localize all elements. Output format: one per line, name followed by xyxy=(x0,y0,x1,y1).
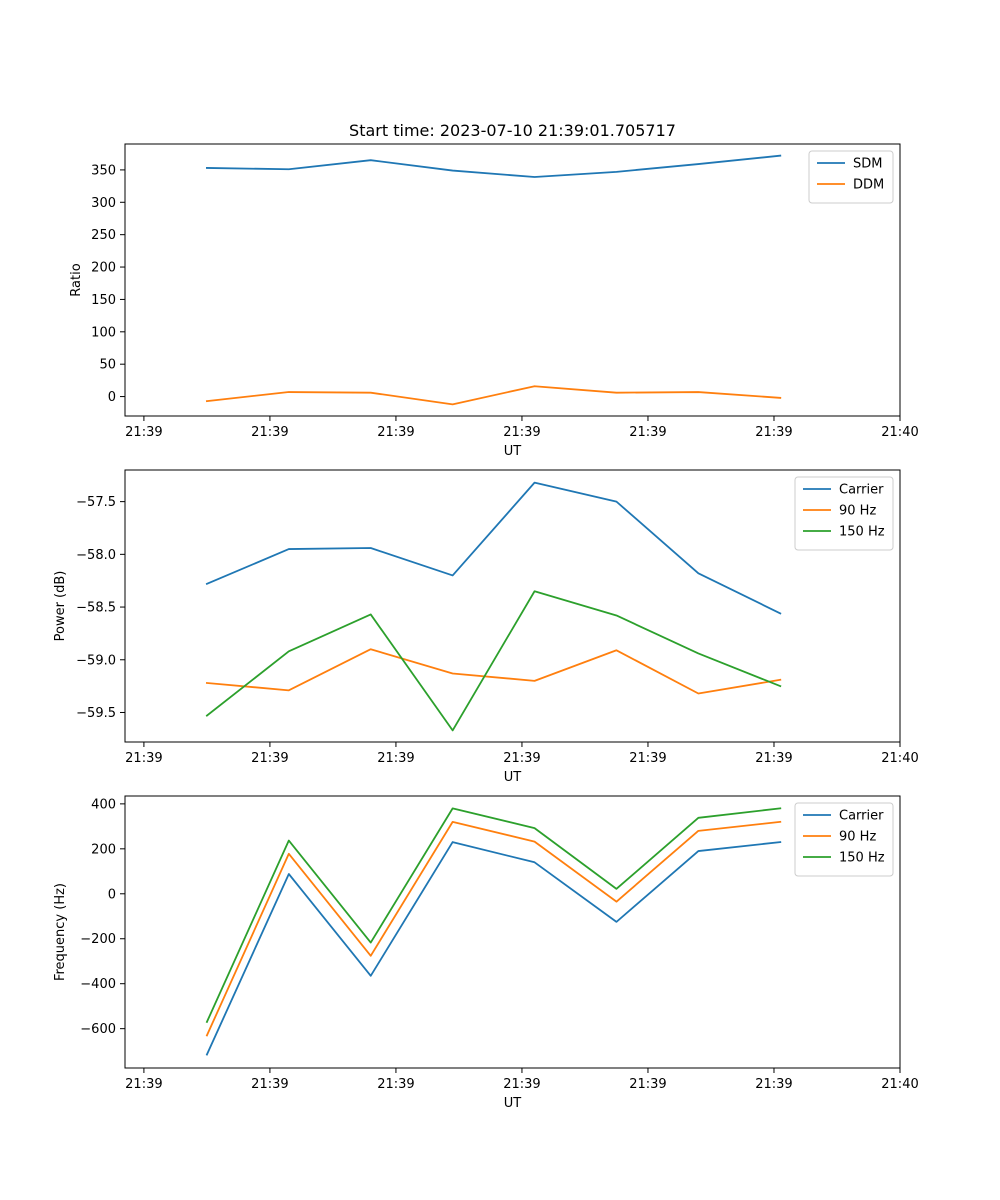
frequency-series-150-hz-line xyxy=(205,807,782,1024)
ratio-x-tick-label: 21:39 xyxy=(503,425,540,440)
frequency-legend-label-150-hz: 150 Hz xyxy=(839,851,885,866)
power-legend-label-90-hz: 90 Hz xyxy=(839,504,876,519)
ratio-y-tick-label: 350 xyxy=(91,163,116,178)
frequency-panel: 21:39 21:39 21:39 21:39 21:39 21:39 21:40 −600 −… xyxy=(53,795,919,1111)
frequency-x-tick-label: 21:39 xyxy=(251,1077,288,1092)
frequency-y-tick-label: 0 xyxy=(108,887,116,902)
ratio-x-tick-label: 21:39 xyxy=(629,425,666,440)
frequency-series-90-hz-line xyxy=(205,820,782,1037)
ratio-x-tick-label: 21:40 xyxy=(881,425,918,440)
power-y-tick-label: −59.0 xyxy=(76,653,116,668)
frequency-legend: Carrier 90 Hz 150 Hz xyxy=(794,802,894,877)
ratio-y-tick-label: 150 xyxy=(91,293,116,308)
frequency-axes-frame xyxy=(124,795,901,1069)
frequency-y-tick-label: −600 xyxy=(80,1022,116,1037)
power-y-axis-label: Power (dB) xyxy=(53,571,68,642)
power-series-90-hz-line xyxy=(205,648,782,695)
frequency-y-tick-label: −400 xyxy=(80,977,116,992)
frequency-y-axis-label: Frequency (Hz) xyxy=(53,883,68,981)
frequency-legend-label-90-hz: 90 Hz xyxy=(839,830,876,845)
power-x-tick-label: 21:39 xyxy=(125,751,162,766)
ratio-x-tick-label: 21:39 xyxy=(125,425,162,440)
ratio-legend-label-ddm: DDM xyxy=(853,178,884,193)
ratio-legend-frame xyxy=(808,150,894,204)
power-y-tick-label: −58.0 xyxy=(76,548,116,563)
frequency-y-tick-label: 400 xyxy=(91,797,116,812)
ratio-x-tick-label: 21:39 xyxy=(251,425,288,440)
ratio-x-axis-label: UT xyxy=(504,444,522,459)
power-panel: 21:39 21:39 21:39 21:39 21:39 21:39 21:40 −59.5… xyxy=(53,469,919,785)
ratio-y-tick-label: 50 xyxy=(99,358,116,373)
power-axes-frame xyxy=(124,469,901,743)
power-series-carrier-line xyxy=(205,481,782,615)
power-x-tick-label: 21:40 xyxy=(881,751,918,766)
ratio-x-tick-label: 21:39 xyxy=(377,425,414,440)
ratio-y-tick-label: 0 xyxy=(108,390,116,405)
frequency-legend-label-carrier: Carrier xyxy=(839,809,884,824)
power-legend: Carrier 90 Hz 150 Hz xyxy=(794,476,894,551)
power-legend-label-carrier: Carrier xyxy=(839,483,884,498)
power-x-tick-label: 21:39 xyxy=(755,751,792,766)
frequency-x-tick-label: 21:40 xyxy=(881,1077,918,1092)
power-legend-label-150-hz: 150 Hz xyxy=(839,525,885,540)
ratio-series-sdm-line xyxy=(205,154,782,178)
frequency-x-tick-label: 21:39 xyxy=(755,1077,792,1092)
frequency-y-tick-label: 200 xyxy=(91,842,116,857)
frequency-x-tick-label: 21:39 xyxy=(629,1077,666,1092)
frequency-x-tick-label: 21:39 xyxy=(377,1077,414,1092)
power-y-tick-label: −57.5 xyxy=(76,495,116,510)
ratio-legend-label-sdm: SDM xyxy=(853,157,882,172)
frequency-x-axis-label: UT xyxy=(504,1096,522,1111)
power-y-tick-label: −58.5 xyxy=(76,601,116,616)
frequency-x-tick-label: 21:39 xyxy=(125,1077,162,1092)
ratio-y-tick-label: 300 xyxy=(91,196,116,211)
ratio-series-ddm-line xyxy=(205,385,782,406)
power-x-tick-label: 21:39 xyxy=(251,751,288,766)
ratio-y-tick-label: 200 xyxy=(91,261,116,276)
power-y-tick-label: −59.5 xyxy=(76,706,116,721)
power-x-axis-label: UT xyxy=(504,770,522,785)
ratio-panel: 21:39 21:39 21:39 21:39 21:39 21:39 21:40 0 50 10… xyxy=(69,121,919,459)
frequency-y-tick-label: −200 xyxy=(80,932,116,947)
ratio-y-tick-label: 250 xyxy=(91,228,116,243)
frequency-series-carrier-line xyxy=(205,841,782,1056)
power-x-tick-label: 21:39 xyxy=(377,751,414,766)
ratio-y-tick-label: 100 xyxy=(91,325,116,340)
frequency-x-tick-label: 21:39 xyxy=(503,1077,540,1092)
ratio-x-tick-label: 21:39 xyxy=(755,425,792,440)
power-x-tick-label: 21:39 xyxy=(503,751,540,766)
power-series-150-hz-line xyxy=(205,590,782,732)
ratio-y-axis-label: Ratio xyxy=(69,263,84,296)
ratio-legend: SDM DDM xyxy=(808,150,894,204)
chart-title: Start time: 2023-07-10 21:39:01.705717 xyxy=(349,121,676,140)
power-x-tick-label: 21:39 xyxy=(629,751,666,766)
ratio-axes-frame xyxy=(124,143,901,417)
